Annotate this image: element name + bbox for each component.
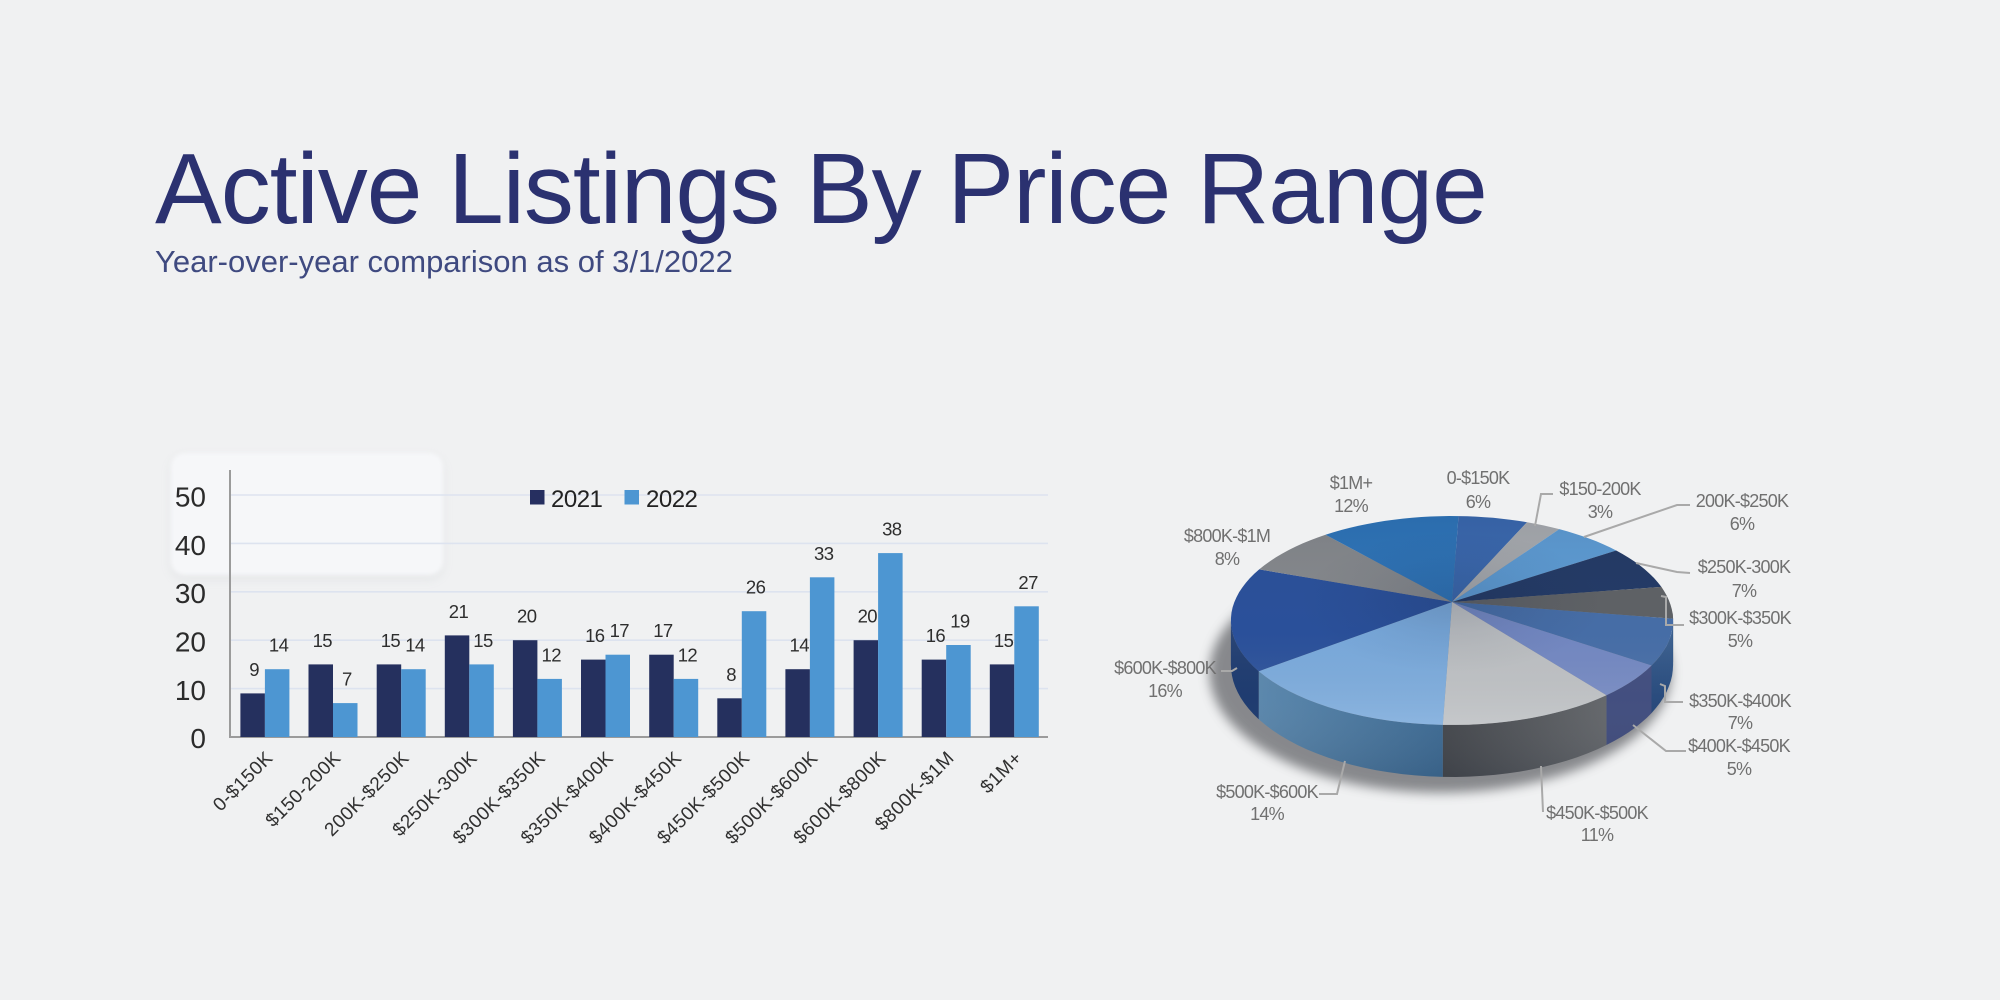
svg-text:14: 14 [405, 635, 425, 656]
svg-text:0-$150K: 0-$150K [209, 748, 277, 816]
svg-text:5%: 5% [1727, 759, 1752, 779]
svg-text:$450K-$500K: $450K-$500K [1546, 803, 1649, 823]
svg-text:15: 15 [473, 630, 493, 651]
svg-text:38: 38 [882, 519, 902, 540]
svg-text:16%: 16% [1148, 681, 1183, 701]
svg-text:20: 20 [517, 606, 537, 627]
svg-text:12: 12 [542, 644, 562, 665]
svg-text:12%: 12% [1334, 496, 1369, 516]
svg-text:$500K-$600K: $500K-$600K [1216, 782, 1319, 802]
svg-text:$1M+: $1M+ [1330, 473, 1373, 493]
svg-text:17: 17 [610, 620, 630, 641]
svg-text:3%: 3% [1588, 502, 1613, 522]
svg-text:19: 19 [950, 611, 970, 632]
svg-text:40: 40 [175, 530, 206, 561]
svg-text:$150-200K: $150-200K [1559, 479, 1641, 499]
svg-text:14: 14 [790, 635, 810, 656]
svg-text:20: 20 [175, 627, 206, 658]
svg-text:2021: 2021 [551, 486, 603, 513]
svg-text:$300K-$350K: $300K-$350K [1689, 608, 1792, 628]
svg-text:50: 50 [175, 482, 206, 513]
svg-text:12: 12 [678, 644, 698, 665]
svg-text:5%: 5% [1728, 631, 1753, 651]
svg-text:33: 33 [814, 543, 834, 564]
svg-text:21: 21 [449, 601, 469, 622]
svg-text:0-$150K: 0-$150K [1447, 468, 1511, 488]
svg-text:$1M+: $1M+ [977, 748, 1027, 798]
svg-text:11%: 11% [1581, 825, 1614, 845]
svg-text:6%: 6% [1466, 492, 1491, 512]
svg-text:$800K-$1M: $800K-$1M [1184, 526, 1270, 546]
svg-text:15: 15 [313, 630, 333, 651]
svg-text:$250K-300K: $250K-300K [1698, 557, 1791, 577]
svg-text:7: 7 [342, 669, 352, 690]
svg-text:9: 9 [249, 659, 259, 680]
svg-text:16: 16 [926, 625, 946, 646]
svg-text:17: 17 [653, 620, 673, 641]
svg-text:26: 26 [746, 577, 766, 598]
svg-text:30: 30 [175, 578, 206, 609]
svg-text:200K-$250K: 200K-$250K [1696, 491, 1789, 511]
svg-text:2022: 2022 [646, 486, 698, 513]
svg-text:6%: 6% [1730, 514, 1755, 534]
svg-text:15: 15 [381, 630, 401, 651]
svg-text:8%: 8% [1215, 549, 1240, 569]
svg-text:10: 10 [175, 675, 206, 706]
svg-text:8: 8 [726, 664, 736, 685]
svg-text:0: 0 [190, 723, 206, 754]
svg-text:$600K-$800K: $600K-$800K [1114, 658, 1217, 678]
svg-text:7%: 7% [1728, 713, 1753, 733]
svg-text:16: 16 [585, 625, 605, 646]
svg-text:15: 15 [994, 630, 1014, 651]
svg-text:20: 20 [858, 606, 878, 627]
svg-text:7%: 7% [1732, 581, 1757, 601]
svg-text:14%: 14% [1250, 804, 1285, 824]
svg-text:$400K-$450K: $400K-$450K [1688, 736, 1791, 756]
svg-text:27: 27 [1018, 572, 1038, 593]
svg-text:14: 14 [269, 635, 289, 656]
svg-text:$350K-$400K: $350K-$400K [1689, 691, 1792, 711]
